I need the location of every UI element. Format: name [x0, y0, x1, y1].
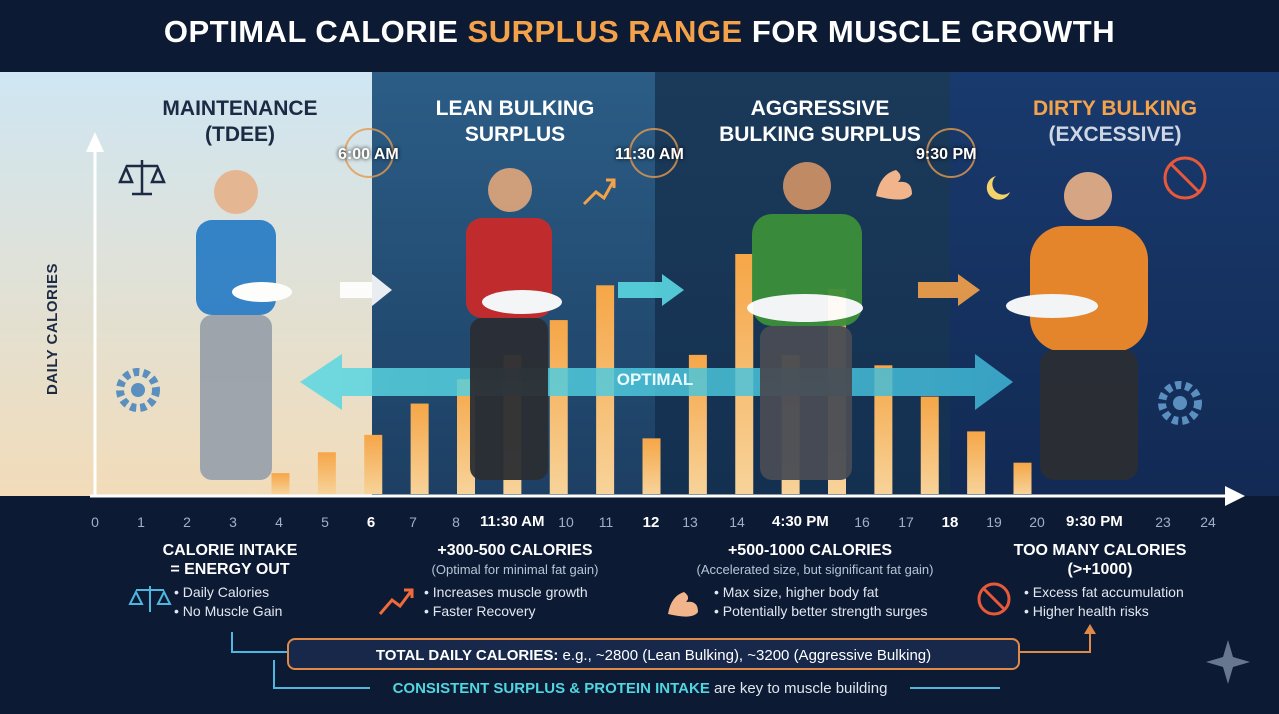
phase-dirty-bulking: DIRTY BULKING (EXCESSIVE): [1032, 97, 1198, 146]
x-tick-6: 6: [366, 514, 376, 531]
time-label-3: 9:30 PM: [1066, 513, 1123, 530]
x-tick-23: 23: [1155, 514, 1171, 530]
optimal-label: OPTIMAL: [616, 370, 694, 389]
person-lean: [466, 168, 562, 480]
x-tick-4: 4: [275, 514, 283, 530]
calorie-bar-19: [967, 431, 986, 494]
person-dirty: [1006, 172, 1148, 480]
scale-icon: [118, 160, 166, 196]
phase-maintenance: MAINTENANCE (TDEE): [162, 97, 318, 146]
x-tick-18: 18: [941, 514, 959, 531]
consistent-surplus-note: CONSISTENT SURPLUS & PROTEIN INTAKE are …: [392, 680, 888, 697]
x-tick-20: 20: [1029, 514, 1045, 530]
total-daily-calories-box: TOTAL DAILY CALORIES: e.g., ~2800 (Lean …: [287, 638, 1020, 670]
moon-icon: [986, 176, 1010, 200]
x-tick-19: 19: [986, 514, 1002, 530]
calorie-bar-4: [271, 473, 290, 494]
clock-ring-3: [926, 128, 976, 178]
x-tick-5: 5: [321, 514, 329, 530]
person-aggressive: [747, 162, 863, 480]
calorie-bar-5: [317, 452, 336, 494]
section-lean-sub: (Optimal for minimal fat gain): [431, 562, 599, 577]
connector-left: [231, 632, 287, 653]
x-tick-12: 12: [642, 514, 660, 531]
clock-ring-2: [629, 128, 679, 178]
calorie-bar-17: [874, 365, 893, 494]
arrow-2: [618, 274, 684, 306]
calorie-bar-6: [364, 434, 383, 494]
arrow-3: [918, 274, 980, 306]
sparkle-icon: [1206, 640, 1250, 684]
calorie-bar-7: [410, 403, 429, 494]
section-dirty-head: TOO MANY CALORIES (>+1000): [1013, 542, 1187, 578]
page-title: OPTIMAL CALORIE SURPLUS RANGE FOR MUSCLE…: [163, 14, 1116, 49]
clock-ring-1: [344, 128, 394, 178]
arrow-1: [340, 274, 392, 306]
section-aggressive-bullets: • Max size, higher body fat • Potentially…: [714, 584, 928, 619]
phase-aggressive-bulking: AGGRESSIVE BULKING SURPLUS: [719, 97, 921, 146]
x-tick-11: 11: [598, 514, 614, 530]
x-tick-14: 14: [729, 514, 745, 530]
clock-time-1: 6:00 AM: [338, 146, 399, 163]
x-tick-3: 3: [229, 514, 237, 530]
x-axis-arrow: [1225, 486, 1245, 506]
calorie-bar-20: [1013, 462, 1032, 494]
bottom-panel: [0, 496, 1279, 714]
x-tick-17: 17: [898, 514, 914, 530]
x-tick-8: 8: [452, 514, 460, 530]
x-tick-16: 16: [854, 514, 870, 530]
trend-chart-icon: [582, 178, 616, 206]
section-lean-bullets: • Increases muscle growth • Faster Recove…: [424, 584, 588, 619]
x-tick-2: 2: [183, 514, 191, 530]
time-label-1: 11:30 AM: [480, 513, 545, 530]
person-maintenance: [196, 170, 292, 480]
y-axis-label: DAILY CALORIES: [44, 262, 61, 395]
scale-icon-small: [128, 586, 172, 612]
section-lean-head: +300-500 CALORIES: [437, 542, 593, 559]
x-tick-7: 7: [409, 514, 417, 530]
calorie-bar-12: [642, 438, 661, 494]
no-junk-food-icon: [1163, 156, 1207, 200]
maintenance-band: [0, 72, 372, 496]
bicep-icon-small: [668, 592, 698, 617]
section-maintenance-head: CALORIE INTAKE = ENERGY OUT: [162, 542, 298, 578]
x-tick-24: 24: [1200, 514, 1216, 530]
x-tick-1: 1: [137, 514, 145, 530]
section-dirty-bullets: • Excess fat accumulation • Higher health…: [1024, 584, 1184, 619]
calorie-bar-10: [549, 320, 568, 494]
calorie-bar-18: [920, 396, 939, 494]
phase-lean-bulking: LEAN BULKING SURPLUS: [435, 97, 595, 146]
gear-icon: [116, 368, 160, 412]
x-tick-0: 0: [91, 514, 99, 530]
clock-time-2: 11:30 AM: [615, 146, 684, 163]
no-junk-food-icon-small: [977, 582, 1011, 616]
section-maintenance-bullets: • Daily Calories • No Muscle Gain: [174, 584, 283, 619]
clock-time-3: 9:30 PM: [916, 146, 977, 163]
connector-bottom-left: [273, 660, 370, 689]
section-aggressive-head: +500-1000 CALORIES: [727, 542, 893, 559]
trend-arrow-icon: [378, 588, 414, 615]
bicep-icon: [876, 170, 912, 200]
x-tick-13: 13: [682, 514, 698, 530]
connector-right: [1020, 632, 1091, 653]
time-label-2: 4:30 PM: [772, 513, 829, 530]
y-axis-arrow: [86, 132, 104, 152]
gear-icon-right: [1158, 381, 1202, 425]
section-aggressive-sub: (Accelerated size, but significant fat g…: [696, 562, 934, 577]
x-tick-10: 10: [558, 514, 574, 530]
